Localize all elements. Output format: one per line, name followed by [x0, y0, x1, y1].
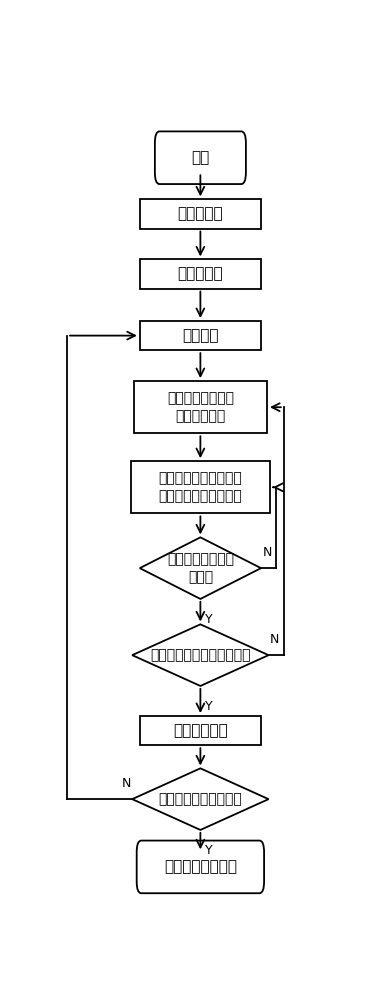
Text: 环境栅格化: 环境栅格化 [178, 206, 223, 221]
Text: 迭代开始: 迭代开始 [182, 328, 219, 343]
FancyBboxPatch shape [155, 131, 246, 184]
Text: 输出最终最优路径: 输出最终最优路径 [164, 859, 237, 874]
Text: 判断找到的节点是
否终点: 判断找到的节点是 否终点 [167, 552, 234, 584]
FancyBboxPatch shape [137, 841, 264, 893]
Text: N: N [121, 777, 131, 790]
Bar [134, 381, 267, 433]
Text: 是否满足迭代结束条件: 是否满足迭代结束条件 [158, 792, 242, 806]
Text: Y: Y [205, 844, 213, 857]
Text: N: N [270, 633, 280, 646]
Polygon shape [132, 768, 269, 830]
Bar [140, 199, 261, 229]
Text: 当代蚂蚁是否全部完成任务: 当代蚂蚁是否全部完成任务 [150, 648, 251, 662]
Polygon shape [140, 537, 261, 599]
Text: Y: Y [205, 700, 213, 713]
Text: Y: Y [205, 613, 213, 626]
Text: N: N [262, 546, 272, 559]
Bar [140, 716, 261, 745]
Bar [140, 259, 261, 289]
Bar [140, 321, 261, 350]
Text: 参数初始化: 参数初始化 [178, 266, 223, 282]
Text: 开始: 开始 [191, 150, 210, 165]
Text: 更新终距指数: 更新终距指数 [173, 723, 228, 738]
Polygon shape [132, 624, 269, 686]
Text: 将蚂蚁放置于起始
点并开始搜索: 将蚂蚁放置于起始 点并开始搜索 [167, 391, 234, 423]
Text: 利用改进后的概率选择
公式进行寻找下一节点: 利用改进后的概率选择 公式进行寻找下一节点 [158, 471, 242, 503]
Bar [131, 461, 270, 513]
